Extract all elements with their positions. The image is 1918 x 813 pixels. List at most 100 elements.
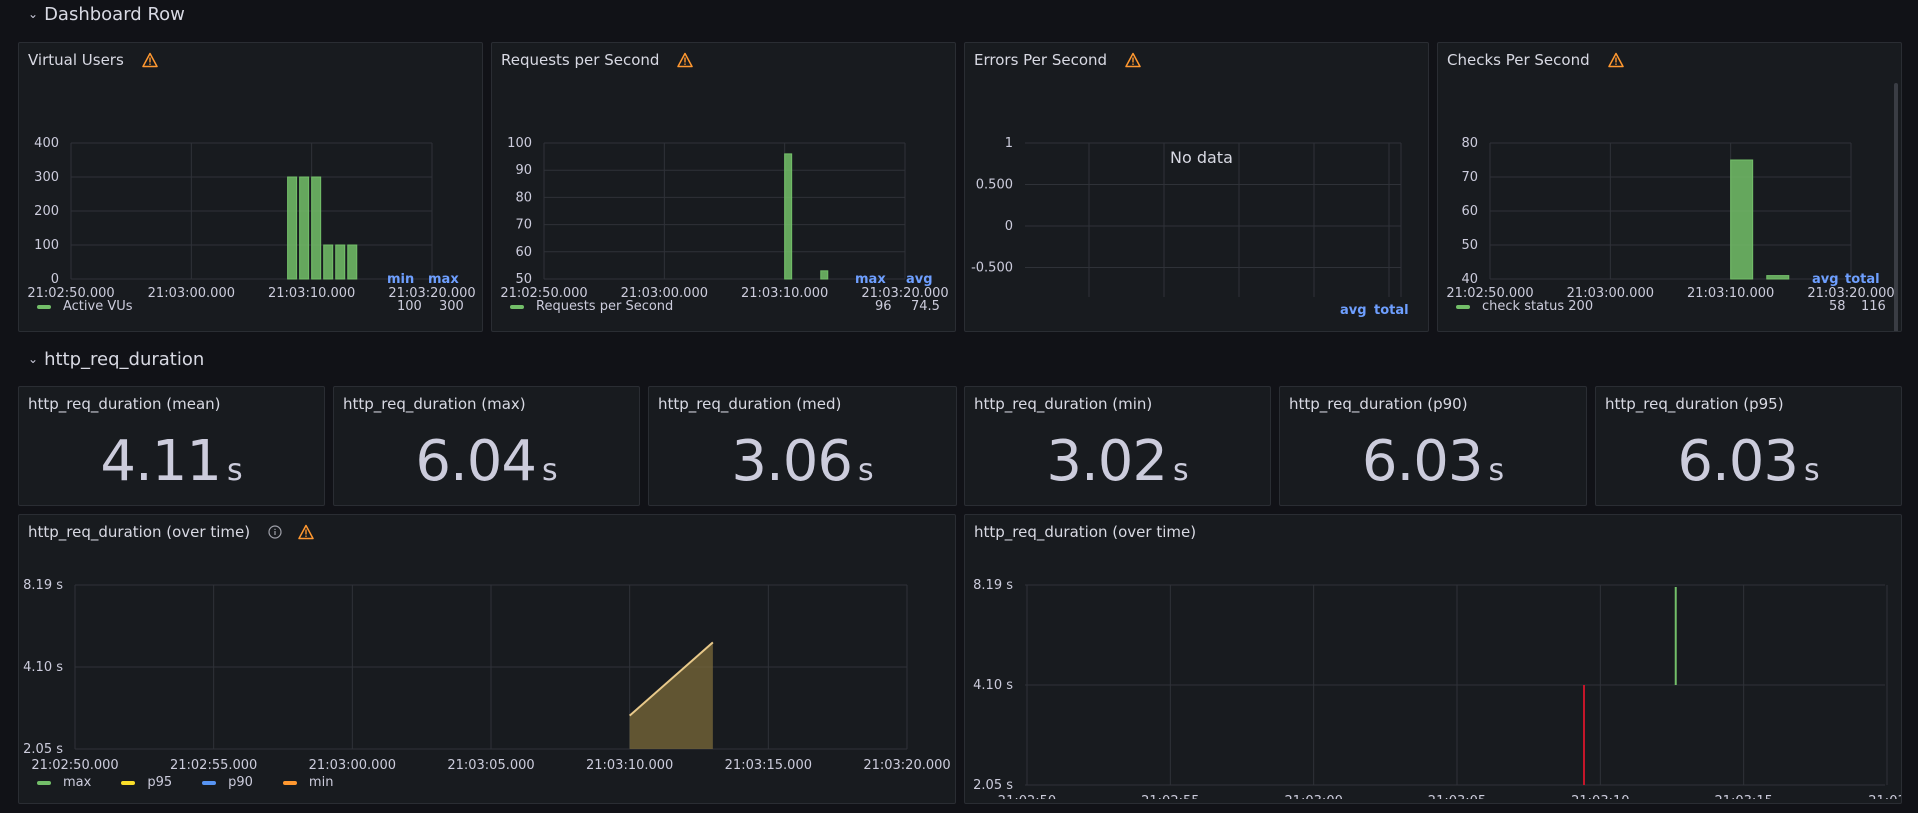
stat-number: 4.11 [100,429,222,494]
x-tick-label: 21:02:50.000 [31,758,118,773]
stat-panel-med[interactable]: http_req_duration (med) 3.06 s [648,386,957,506]
y-tick-label: 80 [1461,136,1478,151]
legend-item[interactable]: Requests per Second [510,299,673,314]
legend-label: p90 [228,775,253,790]
panel-title: http_req_duration (max) [343,395,526,413]
legend-item[interactable]: check status 200 [1456,299,1593,314]
panel-duration-over-time-1[interactable]: http_req_duration (over time) 8.19 s 4.10… [18,514,956,804]
legend-swatch [282,780,297,785]
legend-item[interactable]: max [37,775,91,790]
legend-label: max [63,775,92,790]
legend-header-max[interactable]: max [855,272,886,287]
stat-value: 3.06 s [649,429,956,494]
x-tick-label: 21:03:05 [1428,794,1486,799]
panel-title: Checks Per Second [1447,51,1624,69]
stat-panel-mean[interactable]: http_req_duration (mean) 4.11 s [18,386,325,506]
y-tick-label: 8.19 s [23,578,63,593]
legend-header-total[interactable]: total [1374,303,1409,318]
row-title-http[interactable]: ⌄ http_req_duration [28,349,204,370]
scrollbar[interactable] [1894,83,1898,331]
y-tick-label: 2.05 s [973,778,1013,793]
panel-title-text: Checks Per Second [1447,51,1590,69]
panel-duration-over-time-2[interactable]: http_req_duration (over time) 8.19 s 4.10… [964,514,1902,804]
legend-value-max: 300 [439,299,464,314]
y-tick-label: 60 [515,245,532,260]
legend-swatch [37,304,51,309]
panel-title-text: Virtual Users [28,51,124,69]
legend-header-avg[interactable]: avg [906,272,933,287]
stat-number: 6.03 [1361,429,1484,494]
legend-swatch [510,304,524,309]
series-line-max [629,641,714,717]
y-tick-label: 80 [515,190,532,205]
stat-unit: s [1173,453,1189,488]
legend-swatch [1456,304,1470,309]
y-tick-label: 70 [515,218,532,233]
x-tick-label: 21:03:00 [1284,794,1342,799]
chart-virtual-users[interactable]: 400 300 200 100 021:02:50.000 21:03:00.000 21:… [19,87,483,297]
x-tick-label: 21:02:50.000 [500,286,587,297]
bar [323,244,334,280]
panel-title: http_req_duration (mean) [28,395,221,413]
chart-duration-over-time-1[interactable]: 8.19 s 4.10 s 2.05 s21:02:50.000 21:02:55.0… [19,555,956,775]
panel-title: Errors Per Second [974,51,1141,69]
legend-item[interactable]: Active VUs [37,299,133,314]
legend-value-avg: 74.5 [911,299,940,314]
warning-icon[interactable] [142,52,158,68]
legend: max p95 p90 min [37,775,333,790]
y-tick-label: 8.19 s [973,578,1013,593]
legend-label: min [308,775,334,790]
stat-panel-p90[interactable]: http_req_duration (p90) 6.03 s [1279,386,1587,506]
chart-duration-over-time-2[interactable]: 8.19 s 4.10 s 2.05 s21:02:50 21:02:55 21:03:… [965,549,1902,799]
row-title-dashboard[interactable]: ⌄ Dashboard Row [28,4,185,25]
legend-header-total[interactable]: total [1845,272,1880,287]
panel-requests-per-second[interactable]: Requests per Second 100 90 80 70 60 50 21:02:5… [491,42,956,332]
legend-value-total: 116 [1861,299,1886,314]
warning-icon[interactable] [1125,52,1141,68]
warning-icon[interactable] [1607,52,1624,68]
panel-errors-per-second[interactable]: Errors Per Second 10.5000-0.500-120:5420… [964,42,1429,332]
y-tick-label: 4.10 s [23,660,63,675]
legend-item[interactable]: p95 [121,775,172,790]
stat-panel-max[interactable]: http_req_duration (max) 6.04 s [333,386,640,506]
x-tick-label: 21:03:20.000 [861,286,948,297]
stat-panel-min[interactable]: http_req_duration (min) 3.02 s [964,386,1271,506]
legend-item[interactable]: p90 [202,775,253,790]
bar [1766,275,1790,280]
stat-number: 3.02 [1046,429,1168,494]
x-tick-label: 21:03:10 [1571,794,1629,799]
legend-header-avg[interactable]: avg [1340,303,1367,318]
warning-icon[interactable] [298,524,314,540]
panel-checks-per-second[interactable]: Checks Per Second 80 70 60 50 40 21:02:50.000… [1437,42,1902,332]
legend-swatch [37,780,51,785]
legend-value-min: 100 [397,299,422,314]
y-tick-label: 300 [34,170,59,185]
stat-number: 6.04 [415,429,537,494]
y-tick-label: 50 [1461,238,1478,253]
no-data-label: No data [1170,148,1233,167]
panel-title: http_req_duration (p90) [1289,395,1468,413]
bar [335,244,346,280]
x-tick-label: 21:02:50 [998,794,1056,799]
bar [347,244,358,280]
stat-unit: s [858,453,874,488]
legend-value-max: 96 [875,299,892,314]
legend-header-min[interactable]: min [387,272,415,287]
x-tick-label: 21:03:10.000 [1687,286,1774,297]
legend-label: p95 [147,775,173,790]
bar [311,176,322,280]
legend-header-avg[interactable]: avg [1812,272,1839,287]
warning-icon[interactable] [677,52,694,68]
panel-virtual-users[interactable]: Virtual Users 400 300 200 100 0 21:02:50.000 2… [18,42,483,332]
y-tick-label: 100 [507,136,532,151]
legend-item[interactable]: min [282,775,334,790]
x-tick-label: 21:03:00.000 [148,286,235,297]
legend-value-avg: 58 [1829,299,1846,314]
legend-header-max[interactable]: max [428,272,459,287]
stat-panel-p95[interactable]: http_req_duration (p95) 6.03 s [1595,386,1902,506]
info-icon[interactable] [268,525,282,539]
panel-title: http_req_duration (min) [974,395,1153,413]
